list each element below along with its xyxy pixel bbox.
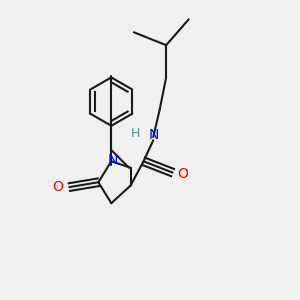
Text: N: N <box>149 128 159 142</box>
Text: O: O <box>52 180 64 194</box>
Text: N: N <box>108 153 118 167</box>
Text: O: O <box>177 167 188 181</box>
Text: H: H <box>131 128 140 140</box>
